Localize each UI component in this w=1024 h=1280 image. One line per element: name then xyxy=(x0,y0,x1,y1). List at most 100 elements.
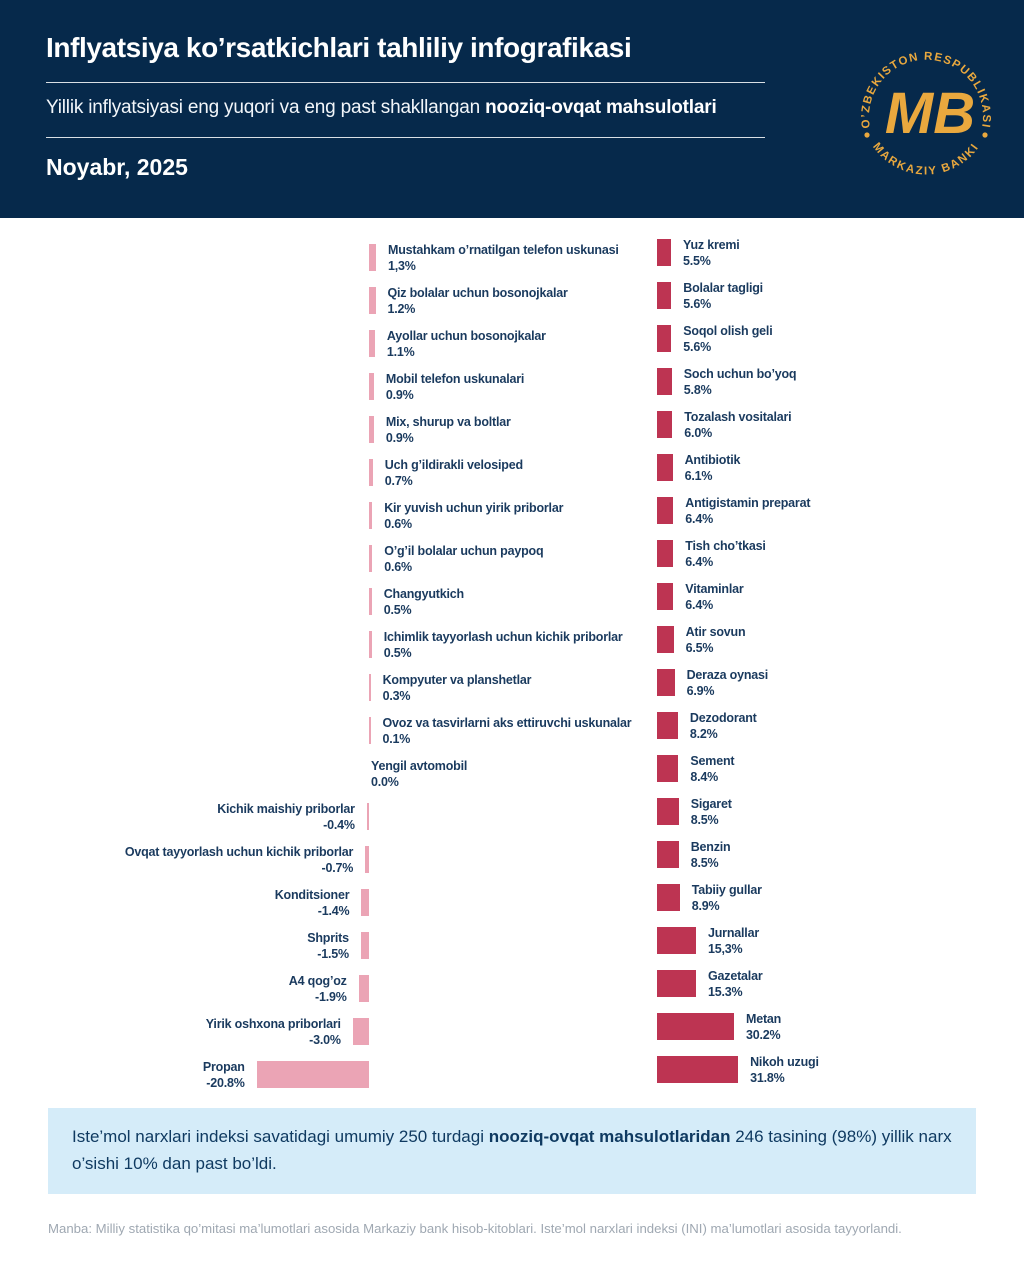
bar-label: Yirik oshxona priborlari xyxy=(205,1017,341,1031)
bar-label-group: Deraza oynasi 6.9% xyxy=(686,668,769,699)
bar-label-group: Mobil telefon uskunalari 0.9% xyxy=(386,372,524,403)
low-inflation-chart-bar xyxy=(369,631,372,658)
bar-label-group: Qiz bolalar uchun bosonojkalar 1.2% xyxy=(388,286,568,317)
bar-value: 1.1% xyxy=(386,344,415,359)
high-inflation-chart-bar xyxy=(657,884,680,911)
bar-label: A4 qog’oz xyxy=(288,974,347,988)
report-date: Noyabr, 2025 xyxy=(46,154,188,180)
bar-label: Jurnallar xyxy=(708,926,760,940)
high-inflation-chart-bar xyxy=(657,841,679,868)
bar-label-group: Antibiotik 6.1% xyxy=(685,453,741,484)
bar-label: Vitaminlar xyxy=(685,582,744,596)
bar-label-group: Atir sovun 6.5% xyxy=(686,625,746,656)
bar-value: 5.6% xyxy=(683,296,711,311)
bar-label: Benzin xyxy=(690,840,731,854)
bar-value: 6.5% xyxy=(685,640,714,655)
bar-value: 31.8% xyxy=(750,1070,785,1085)
bar-label-group: Uch g’ildirakli velosiped 0.7% xyxy=(385,458,523,489)
bar-label-group: Shprits -1.5% xyxy=(307,931,349,962)
summary-note-text: Iste’mol narxlari indeksi savatidagi umu… xyxy=(72,1123,952,1177)
bar-label-group: Benzin 8.5% xyxy=(691,840,731,871)
bar-label: Tozalash vositalari xyxy=(684,410,792,424)
bar-value: 0.1% xyxy=(382,731,411,746)
note-bold: nooziq-ovqat mahsulotlaridan xyxy=(488,1127,731,1146)
subtitle-bold: nooziq-ovqat mahsulotlari xyxy=(485,97,717,118)
bar-label-group: Bolalar tagligi 5.6% xyxy=(683,281,763,312)
bar-label: Antibiotik xyxy=(684,453,741,467)
bar-label: Konditsioner xyxy=(274,888,350,902)
bar-value: 0.6% xyxy=(384,516,412,531)
bar-value: 1,3% xyxy=(388,258,416,273)
high-inflation-chart-bar xyxy=(657,411,673,438)
low-inflation-chart-bar xyxy=(369,717,371,744)
bar-label-group: Changyutkich 0.5% xyxy=(384,587,464,618)
bar-label-group: Mustahkam o’rnatilgan telefon uskunasi 1,… xyxy=(388,243,619,274)
bar-label-group: Metan 30.2% xyxy=(746,1012,781,1043)
bar-label: Gazetalar xyxy=(708,969,763,983)
bar-value: -1.4% xyxy=(317,903,350,918)
high-inflation-chart-bar xyxy=(657,927,696,954)
bar-value: 8.4% xyxy=(690,769,719,784)
low-inflation-chart-bar xyxy=(369,674,371,701)
low-inflation-chart-bar xyxy=(365,846,369,873)
header-divider-bottom xyxy=(46,137,765,138)
bar-label-group: Yirik oshxona priborlari -3.0% xyxy=(206,1017,341,1048)
high-inflation-chart-bar xyxy=(657,626,674,653)
header-divider-top xyxy=(46,82,765,83)
bar-value: 6.9% xyxy=(686,683,715,698)
bar-value: 5.5% xyxy=(683,253,711,268)
bar-value: -0.4% xyxy=(323,817,355,832)
bar-label-group: Ovoz va tasvirlarni aks ettiruvchi uskun… xyxy=(383,716,632,747)
high-inflation-chart-bar xyxy=(657,669,675,696)
bar-label-group: Jurnallar 15,3% xyxy=(708,926,759,957)
bar-value: -0.7% xyxy=(321,860,354,875)
bar-label-group: Ovqat tayyorlash uchun kichik priborlar -… xyxy=(125,845,354,876)
bar-label-group: Yuz kremi 5.5% xyxy=(683,238,740,269)
low-inflation-chart-bar xyxy=(369,244,376,271)
bar-label: Shprits xyxy=(307,931,349,945)
high-inflation-chart-bar xyxy=(657,282,672,309)
bar-label-group: Soch uchun bo’yoq 5.8% xyxy=(684,367,797,398)
bar-label: Kichik maishiy priborlar xyxy=(217,802,355,816)
bar-label: Metan xyxy=(746,1012,782,1026)
bar-label-group: Dezodorant 8.2% xyxy=(690,711,757,742)
bar-label-group: Tabiiy gullar 8.9% xyxy=(692,883,762,914)
bar-label-group: Tish cho’tkasi 6.4% xyxy=(685,539,766,570)
bar-label: Sigaret xyxy=(690,797,732,811)
bar-label: Deraza oynasi xyxy=(686,668,769,682)
low-inflation-chart-bar xyxy=(369,330,375,357)
bar-label-group: Vitaminlar 6.4% xyxy=(685,582,743,613)
central-bank-logo: O’ZBEKISTON RESPUBLIKASI MARKAZIY BANKI … xyxy=(860,51,991,178)
bar-value: 8.5% xyxy=(690,812,719,827)
bar-value: 5.6% xyxy=(683,339,711,354)
bar-value: 0.6% xyxy=(384,559,412,574)
bar-label: Soqol olish geli xyxy=(683,324,773,338)
bar-value: -20.8% xyxy=(206,1075,245,1090)
low-inflation-chart-bar xyxy=(366,803,369,830)
bar-value: 8.5% xyxy=(690,855,719,870)
bar-label-group: Nikoh uzugi 31.8% xyxy=(750,1055,819,1086)
low-inflation-chart-bar xyxy=(369,545,373,572)
low-inflation-chart-bar xyxy=(352,1018,369,1045)
bar-value: 15,3% xyxy=(708,941,743,956)
bar-label: Nikoh uzugi xyxy=(750,1055,819,1069)
low-inflation-chart-bar xyxy=(369,588,372,615)
low-inflation-chart-bar xyxy=(360,932,369,959)
bar-label: Dezodorant xyxy=(689,711,757,725)
high-inflation-chart-bar xyxy=(657,1013,734,1040)
bar-label: Ovoz va tasvirlarni aks ettiruvchi uskun… xyxy=(382,716,632,730)
bar-value: 8.9% xyxy=(691,898,720,913)
bar-label-group: Propan -20.8% xyxy=(203,1060,245,1091)
bar-value: 15.3% xyxy=(708,984,743,999)
bar-label: Yuz kremi xyxy=(683,238,740,252)
bar-value: 6.4% xyxy=(685,554,713,569)
bar-label-group: Kir yuvish uchun yirik priborlar 0.6% xyxy=(384,501,563,532)
page-subtitle: Yillik inflyatsiyasi eng yuqori va eng p… xyxy=(46,97,766,119)
bar-value: 30.2% xyxy=(746,1027,781,1042)
bar-label: Atir sovun xyxy=(685,625,746,639)
bar-value: -3.0% xyxy=(309,1032,341,1047)
bar-label: Yengil avtomobil xyxy=(371,759,468,773)
low-inflation-chart-bar xyxy=(256,1061,369,1088)
page-title: Inflyatsiya ko’rsatkichlari tahliliy inf… xyxy=(46,32,632,63)
